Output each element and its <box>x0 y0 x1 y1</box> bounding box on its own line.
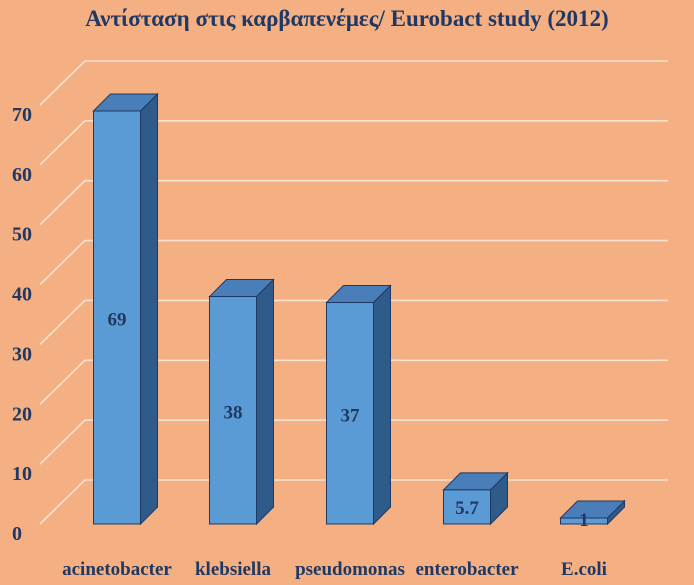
bar-pseudomonas <box>325 284 392 526</box>
bars: 69 38 37 5.7 1 <box>92 92 626 531</box>
gridline-wall-0 <box>39 479 86 525</box>
y-tick-label-20: 20 <box>12 403 32 425</box>
bar-front-E.coli <box>560 517 608 525</box>
bar-front-acinetobacter <box>93 110 141 525</box>
data-label-pseudomonas: 37 <box>341 405 361 426</box>
bar-front-klebsiella <box>209 296 257 525</box>
x-tick-label-acinetobacter: acinetobacter <box>62 559 172 580</box>
gridline-wall-20 <box>39 359 86 405</box>
x-tick-label-E.coli: E.coli <box>561 559 607 580</box>
data-label-klebsiella: 38 <box>224 402 243 423</box>
x-axis: acinetobacter klebsiella pseudomonas entero… <box>62 559 607 580</box>
bar-side-klebsiella <box>256 278 274 526</box>
bar-enterobacter <box>442 471 509 526</box>
y-tick-label-60: 60 <box>12 164 32 186</box>
gridline-wall-40 <box>39 239 86 286</box>
bar-side-acinetobacter <box>140 92 158 526</box>
x-tick-label-klebsiella: klebsiella <box>195 559 272 580</box>
bar-E.coli <box>559 499 626 526</box>
gridline-wall-60 <box>39 120 86 166</box>
bar-acinetobacter <box>92 92 159 526</box>
y-tick-label-40: 40 <box>12 284 32 306</box>
data-label-E.coli: 1 <box>579 510 589 531</box>
bar-klebsiella <box>208 278 275 526</box>
gridline-wall-30 <box>39 299 86 345</box>
y-tick-label-70: 70 <box>12 104 32 126</box>
bar-front-pseudomonas <box>326 302 374 525</box>
gridline-wall-10 <box>39 419 86 465</box>
x-tick-label-enterobacter: enterobacter <box>415 559 519 580</box>
data-label-enterobacter: 5.7 <box>455 498 479 519</box>
y-tick-label-10: 10 <box>12 463 32 485</box>
gridline-wall-70 <box>39 60 86 106</box>
y-axis: 0 10 20 30 40 50 60 70 <box>12 104 32 545</box>
bar-side-pseudomonas <box>373 284 391 526</box>
chart-title: Αντίσταση στις καρβαπενέμες/ Eurobact st… <box>85 6 609 31</box>
bar-front-enterobacter <box>443 489 491 525</box>
data-label-acinetobacter: 69 <box>108 309 127 330</box>
y-tick-label-0: 0 <box>12 523 22 545</box>
gridline-wall-50 <box>39 180 86 226</box>
y-tick-label-30: 30 <box>12 343 32 365</box>
y-tick-label-50: 50 <box>12 224 32 246</box>
x-tick-label-pseudomonas: pseudomonas <box>295 559 405 580</box>
